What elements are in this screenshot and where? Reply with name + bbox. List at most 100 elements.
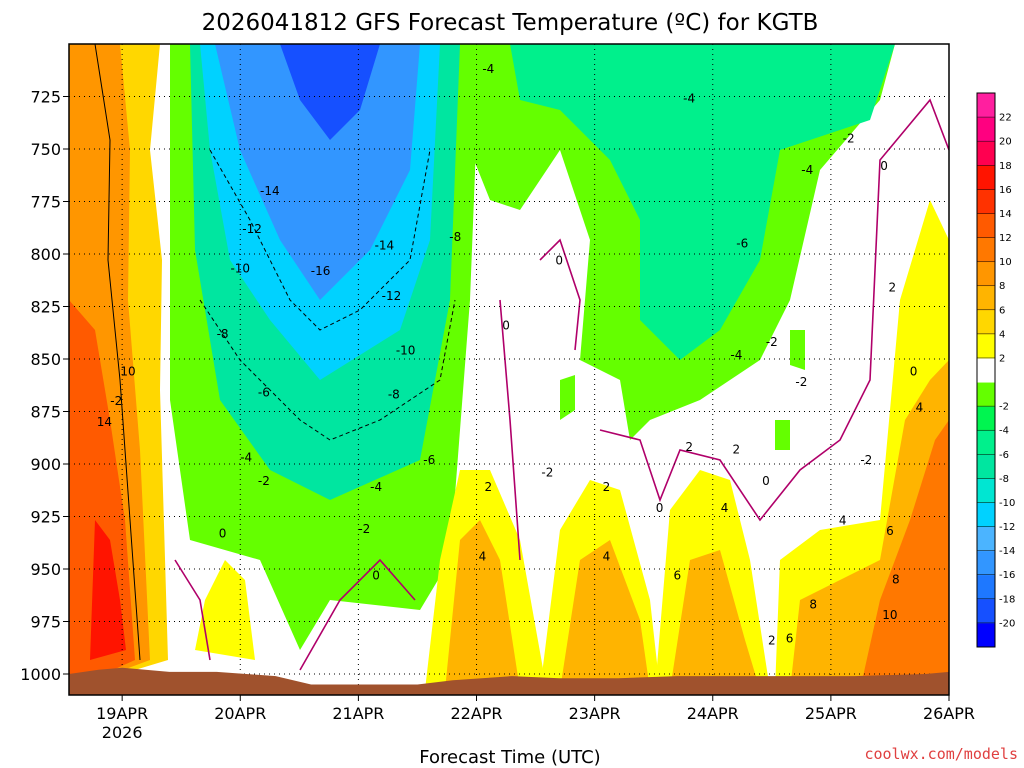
contour-label: 2	[733, 442, 741, 456]
colorbar-swatch	[977, 502, 995, 528]
temp-fill-ne-darkgreen	[510, 44, 895, 360]
colorbar-swatch	[977, 454, 995, 479]
colorbar-label: 22	[999, 113, 1012, 124]
y-tick-label: 950	[30, 560, 61, 579]
contour-label: 2	[485, 480, 493, 494]
colorbar-label: -10	[999, 498, 1015, 509]
contour-label: 2	[768, 633, 776, 647]
contour-label: 4	[603, 549, 611, 563]
y-tick-label: 825	[30, 298, 61, 317]
contour-label: 0	[219, 526, 227, 540]
y-tick-label: 925	[30, 508, 61, 527]
contour-label: -4	[730, 348, 742, 362]
x-tick-label: 20APR	[214, 704, 266, 723]
contour-label: 10	[882, 608, 897, 622]
colorbar-label: 14	[999, 209, 1012, 220]
contour-label: -10	[396, 344, 416, 358]
colorbar-label: -20	[999, 618, 1015, 629]
colorbar-swatch	[977, 261, 995, 287]
colorbar-swatch	[977, 574, 995, 600]
credit-link[interactable]: coolwx.com/models	[864, 745, 1018, 763]
y-tick-label: 750	[30, 140, 61, 159]
colorbar-label: 6	[999, 305, 1005, 316]
contour-label: 8	[892, 573, 900, 587]
contour-label: -4	[683, 92, 695, 106]
contour-label: -14	[375, 239, 395, 253]
contour-label: -2	[110, 394, 122, 408]
contour-label: -6	[423, 453, 435, 467]
contour-label: -4	[370, 480, 382, 494]
colorbar-swatch	[977, 189, 995, 214]
contour-label: -12	[382, 289, 402, 303]
contour-label: -6	[736, 237, 748, 251]
contour-label: 0	[372, 568, 380, 582]
contour-labels: -4 -4 -2 0 -4 -14 -12 -8 -6 0 -14 -10 -16 2 -12 0 -8 -2 -1…	[97, 62, 923, 647]
colorbar-label: 20	[999, 137, 1012, 148]
contour-label: -8	[449, 230, 461, 244]
colorbar-swatch	[977, 550, 995, 576]
colorbar-label: -6	[999, 450, 1009, 461]
contour-label: -2	[795, 375, 807, 389]
colorbar-label: -2	[999, 402, 1009, 413]
colorbar-swatch	[977, 622, 995, 648]
contour-label: 8	[809, 598, 817, 612]
colorbar-swatch	[977, 526, 995, 552]
temp-fill-pocket-c	[775, 420, 790, 450]
chart-title: 2026041812 GFS Forecast Temperature (ºC)…	[202, 10, 819, 36]
contour-label: 0	[762, 474, 770, 488]
colorbar-label: 8	[999, 281, 1005, 292]
temp-fill-warm-day5-orange	[670, 550, 760, 690]
contour-label: -16	[311, 264, 331, 278]
contour-label: 14	[97, 415, 112, 429]
contour-label: 6	[786, 631, 794, 645]
contour-label: -14	[260, 184, 280, 198]
contour-label: -8	[388, 388, 400, 402]
x-axis-title: Forecast Time (UTC)	[419, 747, 600, 768]
colorbar-swatch	[977, 93, 995, 118]
contour-label: -2	[358, 522, 370, 536]
contour-label: 4	[916, 400, 924, 414]
contour-label: 0	[880, 159, 888, 173]
contour-label: -10	[230, 262, 250, 276]
y-tick-label: 900	[30, 455, 61, 474]
contour-label: -2	[766, 335, 778, 349]
colorbar-swatch	[977, 478, 995, 503]
contour-label: -4	[482, 62, 494, 76]
plot-frame	[68, 43, 950, 696]
contour-label: -2	[843, 132, 855, 146]
colorbar-frame	[976, 92, 996, 648]
colorbar-swatch	[977, 309, 995, 335]
contour-label: 0	[910, 365, 918, 379]
contour-label: 6	[886, 524, 894, 538]
temp-fill-warm-day6-deep	[860, 420, 949, 690]
contour-label: -2	[258, 474, 270, 488]
colorbar-swatch	[977, 382, 995, 407]
surface-terrain	[69, 667, 949, 695]
x-tick-label: 26APR	[923, 704, 975, 723]
contour-label: 4	[721, 501, 729, 515]
colorbar-label: 18	[999, 161, 1012, 172]
colorbar-label: -4	[999, 426, 1009, 437]
colorbar-swatch	[977, 333, 995, 359]
temp-fill-warm-day3-orange	[445, 520, 520, 690]
y-tick-label: 850	[30, 350, 61, 369]
y-tick-label: 875	[30, 403, 61, 422]
colorbar-label: -18	[999, 594, 1015, 605]
temp-fill-warm-day4-orange	[560, 540, 650, 690]
contour-label: -4	[240, 451, 252, 465]
colorbar-swatch	[977, 406, 995, 431]
y-tick-label: 725	[30, 88, 61, 107]
contour-label: 4	[839, 514, 847, 528]
contour-label: 2	[888, 281, 896, 295]
colorbar-swatch	[977, 165, 995, 190]
contour-label: 6	[674, 568, 682, 582]
colorbar-label: -14	[999, 546, 1015, 557]
x-tick-label: 24APR	[687, 704, 739, 723]
contour-label: 2	[603, 480, 611, 494]
isotherm-line-cold	[209, 149, 431, 331]
colorbar-swatch	[977, 117, 995, 142]
colorbar-label: 16	[999, 185, 1012, 196]
colorbar-swatch	[977, 285, 995, 311]
